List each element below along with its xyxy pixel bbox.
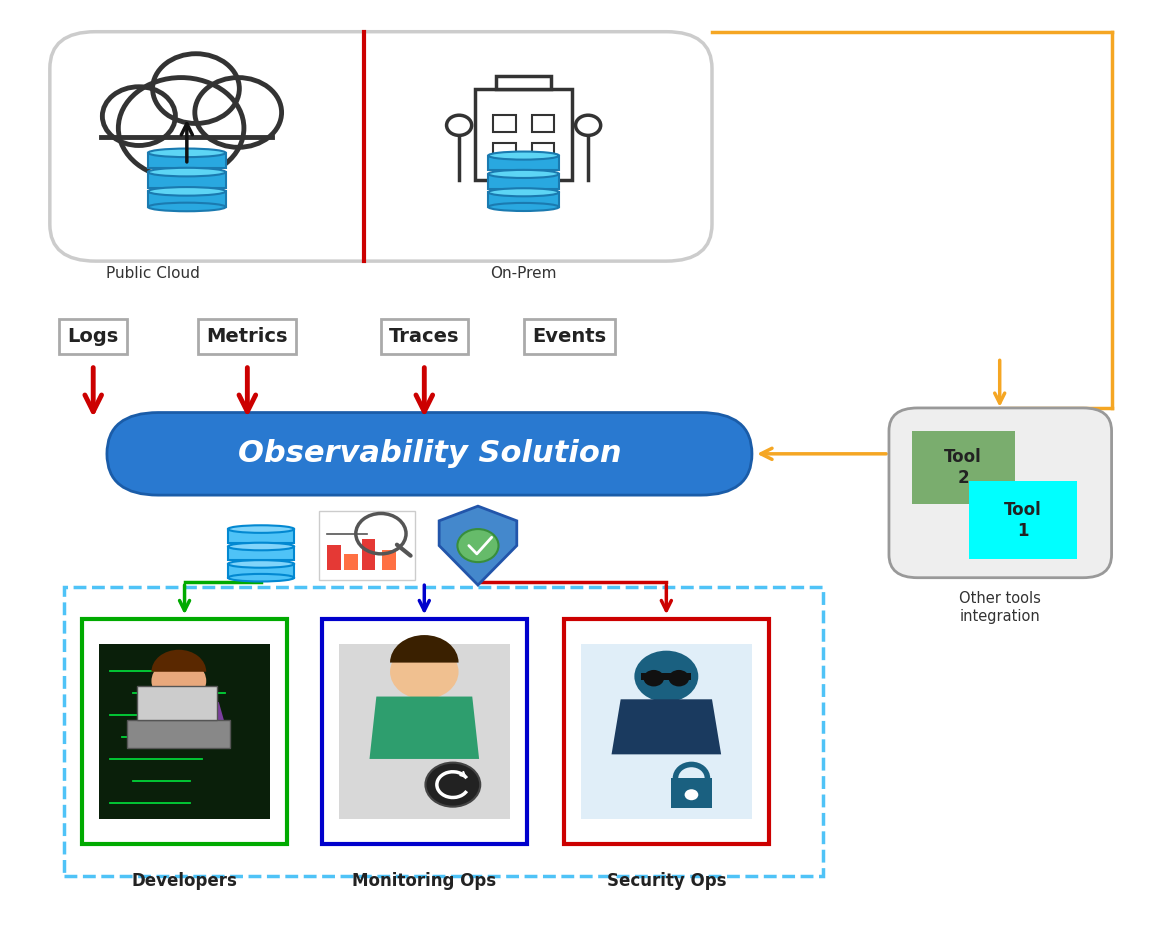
Bar [322, 619, 527, 844]
Ellipse shape [489, 169, 559, 178]
Bar [489, 156, 559, 170]
FancyBboxPatch shape [889, 408, 1112, 578]
Circle shape [635, 651, 698, 702]
Circle shape [446, 115, 471, 135]
Text: Metrics: Metrics [207, 327, 289, 346]
Circle shape [426, 763, 481, 807]
Circle shape [575, 115, 600, 135]
Bar [148, 153, 225, 169]
Bar [344, 554, 358, 570]
Ellipse shape [228, 560, 294, 568]
Bar [493, 115, 515, 131]
Text: Other tools
integration: Other tools integration [959, 592, 1041, 624]
Circle shape [668, 669, 689, 686]
Polygon shape [612, 699, 721, 755]
Circle shape [684, 789, 698, 800]
Bar [328, 544, 340, 570]
Text: Tool
1: Tool 1 [1004, 501, 1042, 540]
Bar [564, 619, 769, 844]
Ellipse shape [148, 148, 225, 157]
Bar [531, 115, 554, 131]
Text: Monitoring Ops: Monitoring Ops [352, 871, 497, 890]
Ellipse shape [148, 187, 225, 195]
Bar [82, 619, 288, 844]
FancyBboxPatch shape [107, 412, 752, 495]
Polygon shape [439, 507, 516, 585]
Text: Observability Solution: Observability Solution [238, 439, 621, 469]
Circle shape [644, 669, 664, 686]
Circle shape [390, 644, 459, 699]
Bar [228, 529, 294, 543]
Bar [228, 564, 294, 578]
Bar [531, 143, 554, 159]
Bar [320, 511, 415, 580]
Bar [968, 482, 1078, 559]
Ellipse shape [489, 152, 559, 159]
Bar [489, 174, 559, 189]
Text: Tool
2: Tool 2 [944, 448, 982, 487]
Ellipse shape [84, 78, 290, 169]
Bar [912, 431, 1014, 505]
Bar [137, 685, 216, 720]
Bar [99, 644, 270, 819]
Wedge shape [390, 635, 459, 663]
Ellipse shape [148, 203, 225, 211]
Bar [228, 546, 294, 560]
Bar [382, 550, 396, 570]
Bar [148, 192, 225, 207]
Bar [128, 720, 230, 748]
Bar [493, 143, 515, 159]
Ellipse shape [489, 203, 559, 211]
Bar [101, 92, 273, 142]
Text: Logs: Logs [68, 327, 118, 346]
Wedge shape [152, 650, 206, 671]
Bar [489, 193, 559, 207]
Text: Security Ops: Security Ops [606, 871, 726, 890]
Ellipse shape [148, 168, 225, 176]
Text: Events: Events [532, 327, 606, 346]
Circle shape [152, 659, 206, 703]
Bar [415, 685, 434, 702]
Polygon shape [139, 702, 224, 722]
Ellipse shape [228, 525, 294, 532]
Text: Traces: Traces [389, 327, 460, 346]
Bar [63, 587, 822, 876]
Bar [497, 76, 551, 89]
Bar [148, 172, 225, 188]
Text: Developers: Developers [131, 871, 238, 890]
Bar [670, 778, 712, 807]
Polygon shape [369, 696, 480, 759]
Bar [581, 644, 752, 819]
Bar [361, 539, 375, 570]
Ellipse shape [489, 188, 559, 196]
Circle shape [458, 529, 498, 562]
FancyBboxPatch shape [49, 31, 712, 261]
Bar [338, 644, 509, 819]
Bar [475, 89, 573, 181]
Text: On-Prem: On-Prem [490, 266, 557, 281]
Text: Public Cloud: Public Cloud [106, 266, 199, 281]
Bar [642, 672, 691, 680]
Ellipse shape [228, 574, 294, 582]
Ellipse shape [228, 543, 294, 550]
